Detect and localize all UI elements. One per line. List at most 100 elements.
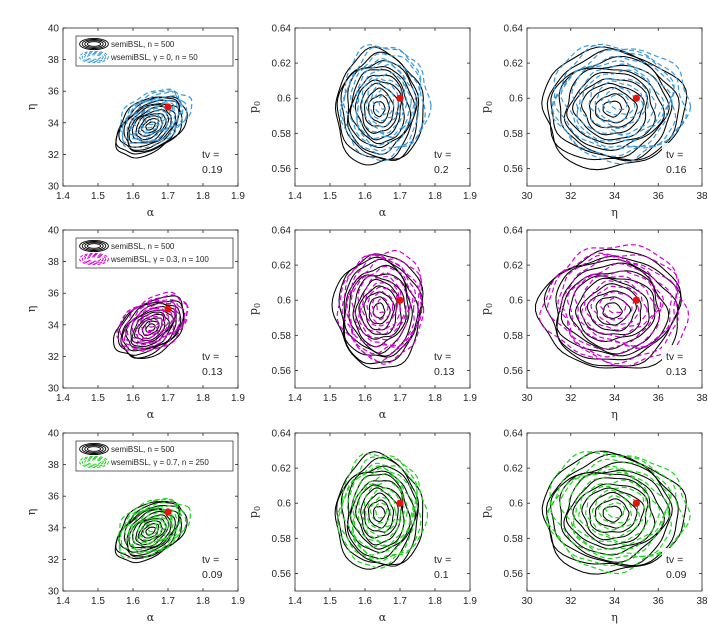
wsemibsl-contour — [581, 275, 657, 338]
legend-solid-icon — [84, 40, 104, 48]
wsemibsl-contour — [347, 465, 418, 556]
wsemibsl-contour — [130, 99, 176, 137]
wsemibsl-contour — [594, 80, 644, 124]
semibsl-contour — [550, 55, 673, 162]
tv-prefix: tv = — [202, 554, 219, 566]
semibsl-contour — [346, 470, 416, 560]
true-value-marker — [632, 296, 640, 304]
semibsl-contour — [543, 255, 683, 367]
wsemibsl-contour — [553, 49, 677, 151]
x-tick-label: 36 — [653, 393, 665, 404]
y-tick-label: 30 — [48, 182, 60, 193]
x-tick-label: 1.9 — [231, 191, 245, 202]
wsemibsl-contour — [119, 294, 189, 353]
wsemibsl-contour — [605, 501, 626, 519]
semibsl-contour — [354, 278, 402, 340]
tv-prefix: tv = — [434, 554, 451, 566]
legend-solid-icon — [81, 444, 107, 454]
x-tick-label: 1.8 — [196, 596, 210, 607]
x-axis-label: α — [379, 408, 387, 421]
legend-label-wsemibsl: wsemiBSL, γ = 0, n = 50 — [110, 53, 198, 62]
semibsl-contour — [349, 74, 405, 145]
tv-bg — [198, 548, 234, 584]
tv-prefix: tv = — [202, 351, 219, 363]
semibsl-contour — [572, 78, 648, 141]
wsemibsl-contour — [345, 253, 420, 355]
x-tick-label: 1.6 — [358, 191, 372, 202]
y-tick-label: 0.64 — [272, 24, 292, 35]
y-tick-label: 0.62 — [504, 261, 524, 272]
x-tick-label: 1.5 — [91, 393, 105, 404]
x-tick-label: 1.4 — [56, 393, 70, 404]
wsemibsl-contour — [377, 93, 391, 110]
semibsl-contour — [581, 487, 645, 541]
wsemibsl-contour — [357, 272, 412, 341]
y-axis-label-sub: 0 — [485, 303, 494, 308]
x-tick-label: 1.8 — [428, 596, 442, 607]
tv-bg — [198, 143, 234, 179]
legend-solid-icon — [81, 241, 107, 251]
legend: semiBSL, n = 500 wsemiBSL, γ = 0.3, n = 1… — [75, 237, 234, 269]
y-axis-label-main: p — [247, 106, 260, 113]
wsemibsl-contour — [132, 511, 172, 544]
y-tick-label: 0.56 — [504, 366, 524, 377]
wsemibsl-contour — [147, 318, 159, 328]
legend-solid-icon — [81, 39, 107, 49]
x-axis-label: η — [611, 611, 618, 624]
y-axis-label-sub: 0 — [485, 506, 494, 511]
wsemibsl-contour — [131, 306, 176, 342]
wsemibsl-contour — [561, 254, 673, 350]
y-tick-label: 0.64 — [504, 226, 524, 237]
wsemibsl-contour — [588, 77, 649, 130]
wsemibsl-contour — [591, 489, 640, 531]
semibsl-contour — [115, 96, 183, 155]
x-tick-label: 1.6 — [126, 393, 140, 404]
y-tick-label: 0.58 — [272, 331, 292, 342]
x-tick-label: 1.6 — [358, 393, 372, 404]
true-value-marker — [396, 94, 404, 102]
tv-prefix: tv = — [434, 351, 451, 363]
legend-dashed-icon — [81, 52, 107, 62]
semibsl-contour — [141, 523, 160, 539]
x-tick-label: 1.8 — [428, 191, 442, 202]
y-tick-label: 32 — [48, 555, 60, 566]
y-tick-label: 0.56 — [272, 164, 292, 175]
y-tick-label: 34 — [48, 523, 60, 534]
semibsl-contour — [368, 296, 391, 325]
semibsl-contour — [118, 99, 181, 153]
panel-r2c3: 30 32 34 36 38 0.56 0.58 0.6 0.62 0.64 η p0 tv = 0.13 — [479, 226, 708, 422]
semibsl-contour — [115, 501, 183, 560]
wsemibsl-contour — [361, 485, 402, 537]
wsemibsl-contour — [118, 498, 187, 555]
tv-value: 0.09 — [666, 569, 687, 581]
x-tick-label: 1.6 — [126, 596, 140, 607]
true-value-marker — [164, 103, 172, 111]
panel-r3c3: 30 32 34 36 38 0.56 0.58 0.6 0.62 0.64 η p0 tv = 0.09 — [479, 429, 708, 625]
y-tick-label: 0.64 — [504, 429, 524, 440]
y-tick-label: 0.6 — [509, 296, 523, 307]
x-tick-label: 1.9 — [231, 393, 245, 404]
legend-label-semibsl: semiBSL, n = 500 — [111, 242, 175, 251]
x-tick-label: 1.9 — [463, 393, 477, 404]
x-tick-label: 30 — [521, 393, 533, 404]
wsemibsl-contour — [137, 515, 169, 541]
true-value-marker — [632, 94, 640, 102]
wsemibsl-contour — [351, 467, 414, 549]
semibsl-contour — [560, 270, 661, 355]
true-value-marker — [396, 499, 404, 507]
y-axis-label-sub: 0 — [253, 101, 262, 106]
x-tick-label: 1.5 — [91, 596, 105, 607]
y-tick-label: 0.58 — [504, 331, 524, 342]
semibsl-contour — [568, 275, 656, 350]
panel-r1c3: 30 32 34 36 38 0.56 0.58 0.6 0.62 0.64 η p0 tv = 0.16 — [479, 24, 708, 220]
y-tick-label: 0.58 — [272, 534, 292, 545]
y-tick-label: 38 — [48, 257, 60, 268]
wsemibsl-contour — [550, 44, 692, 165]
wsemibsl-contour — [376, 296, 389, 314]
semibsl-contour — [347, 69, 412, 149]
x-tick-label: 34 — [609, 393, 621, 404]
y-tick-label: 0.62 — [272, 261, 292, 272]
legend-solid-icon — [79, 442, 109, 456]
wsemibsl-contour — [600, 86, 636, 116]
y-axis-label-sub: 0 — [485, 101, 494, 106]
